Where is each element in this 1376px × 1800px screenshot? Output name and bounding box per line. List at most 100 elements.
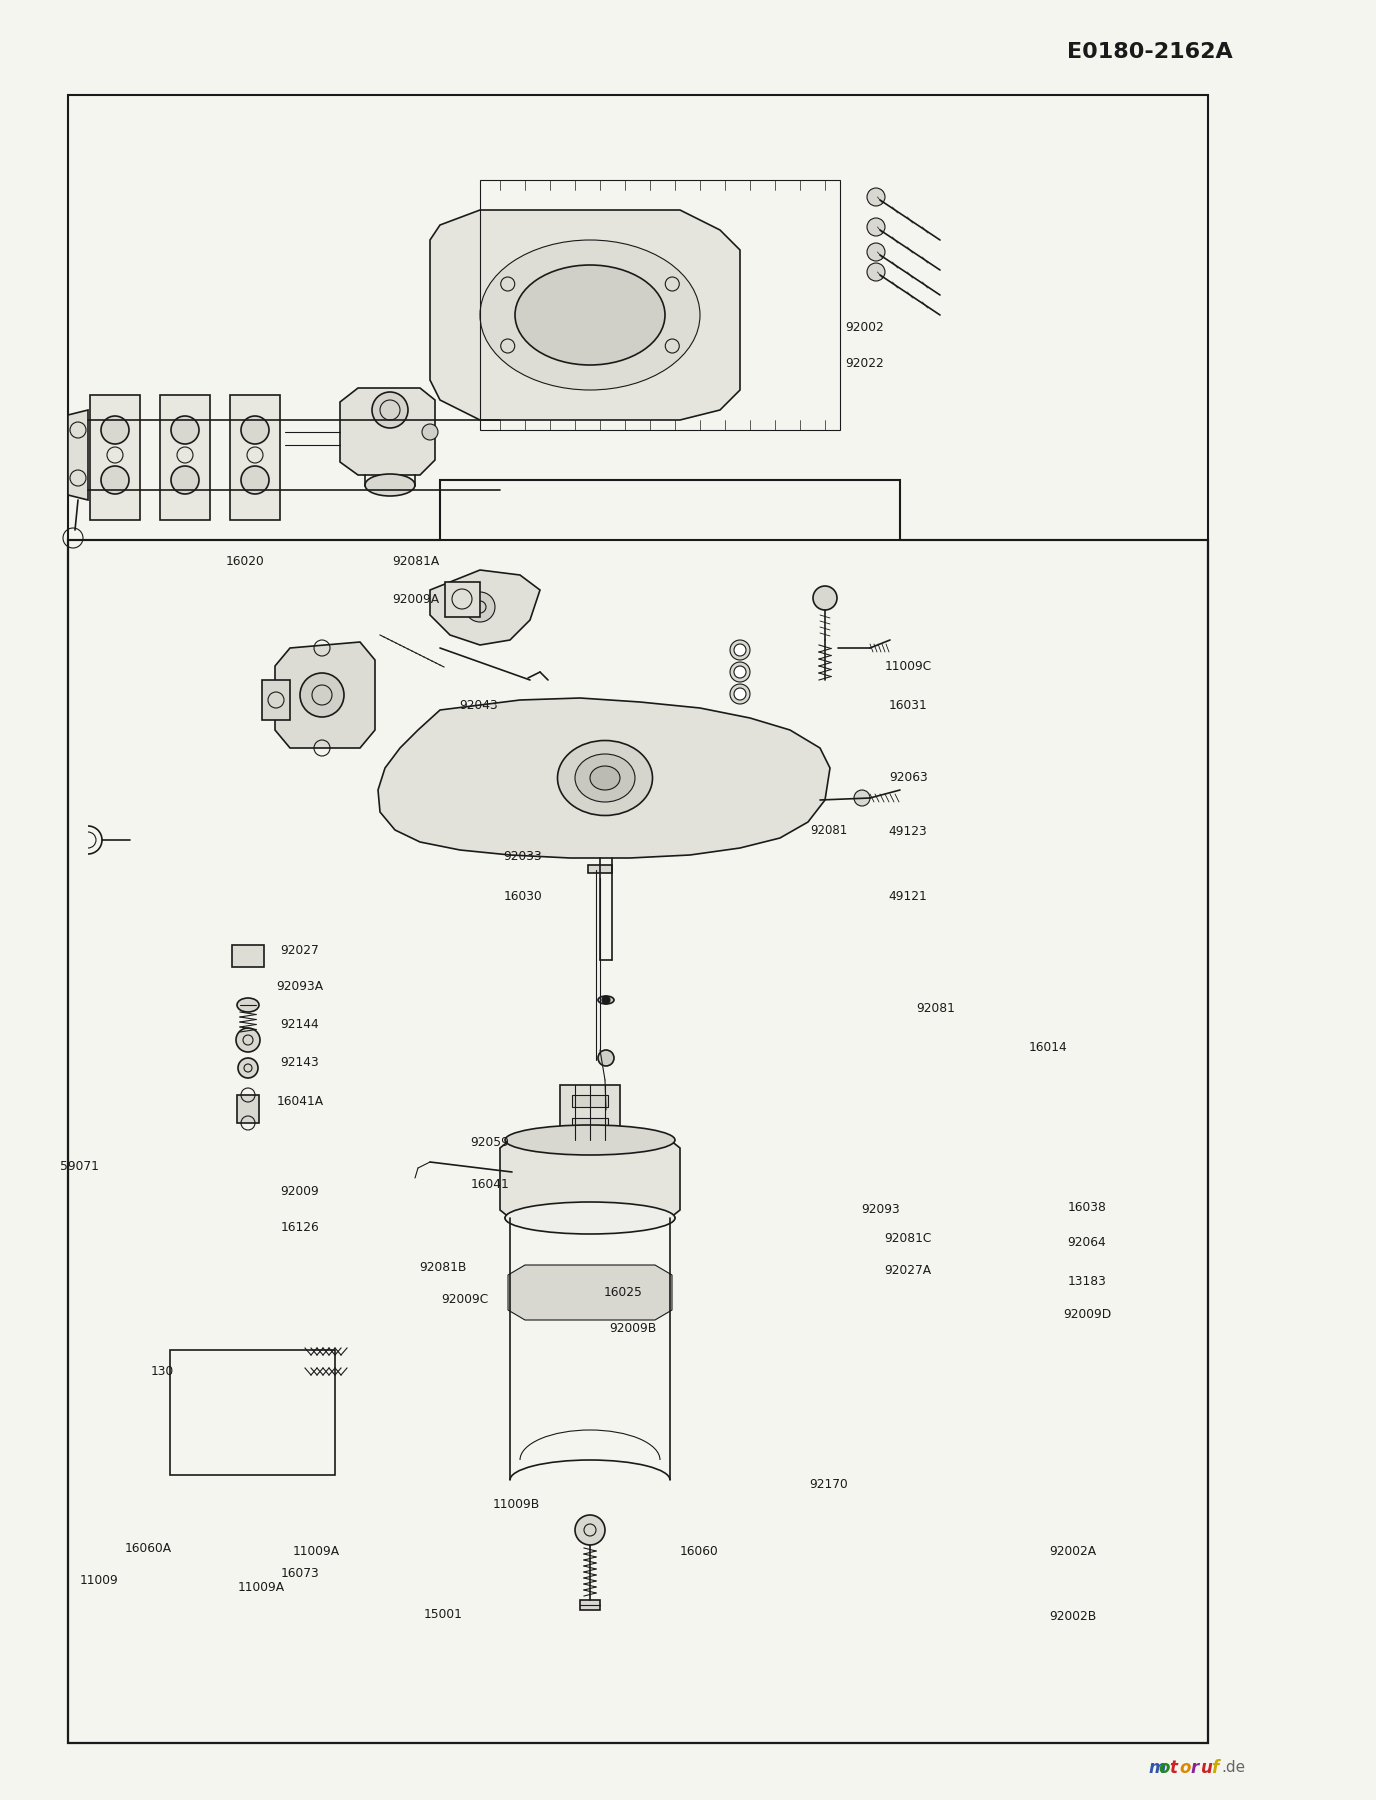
Text: 16025: 16025	[604, 1285, 643, 1300]
Circle shape	[867, 218, 885, 236]
Text: 92009D: 92009D	[1062, 1307, 1112, 1321]
Ellipse shape	[731, 641, 750, 661]
Bar	[233, 945, 264, 967]
Text: 16060A: 16060A	[125, 1541, 172, 1555]
Text: o: o	[1179, 1759, 1190, 1777]
Circle shape	[237, 1028, 260, 1051]
Polygon shape	[160, 394, 211, 520]
Text: 16073: 16073	[281, 1566, 319, 1580]
Circle shape	[100, 416, 129, 445]
Text: 59071: 59071	[61, 1159, 99, 1174]
Text: t: t	[1170, 1759, 1176, 1777]
Text: m: m	[1148, 1759, 1165, 1777]
Polygon shape	[275, 643, 376, 749]
Bar	[237, 1094, 259, 1123]
Circle shape	[171, 466, 200, 493]
Bar	[560, 1085, 621, 1139]
Ellipse shape	[505, 1202, 676, 1235]
Bar	[261, 680, 290, 720]
Text: 49123: 49123	[889, 824, 927, 839]
Text: 16031: 16031	[889, 698, 927, 713]
Circle shape	[300, 673, 344, 716]
Bar	[171, 1350, 334, 1474]
Text: 16041: 16041	[471, 1177, 509, 1192]
Bar	[581, 1600, 600, 1609]
Text: 130: 130	[151, 1364, 173, 1379]
Ellipse shape	[731, 662, 750, 682]
Circle shape	[241, 416, 268, 445]
Polygon shape	[429, 571, 539, 644]
Text: 92063: 92063	[889, 770, 927, 785]
Circle shape	[238, 1058, 259, 1078]
Circle shape	[100, 466, 129, 493]
Text: 92009C: 92009C	[442, 1292, 488, 1307]
Circle shape	[241, 466, 268, 493]
Text: 15001: 15001	[424, 1607, 462, 1622]
Text: 16126: 16126	[281, 1220, 319, 1235]
Ellipse shape	[237, 997, 259, 1012]
Circle shape	[372, 392, 409, 428]
Text: 92009A: 92009A	[392, 592, 439, 607]
Text: 92043: 92043	[460, 698, 498, 713]
Circle shape	[599, 1049, 614, 1066]
Text: E0180-2162A: E0180-2162A	[1068, 41, 1233, 61]
Text: 16020: 16020	[226, 554, 264, 569]
Text: 92033: 92033	[504, 850, 542, 864]
Text: 16038: 16038	[1068, 1201, 1106, 1215]
Bar	[67, 95, 1208, 1742]
Ellipse shape	[599, 995, 614, 1004]
Text: .de: .de	[1222, 1760, 1245, 1775]
Ellipse shape	[575, 754, 634, 803]
Text: 92002: 92002	[845, 320, 883, 335]
Text: 92022: 92022	[845, 356, 883, 371]
Text: 92059: 92059	[471, 1136, 509, 1150]
Circle shape	[422, 425, 438, 439]
Text: 92002A: 92002A	[1050, 1544, 1097, 1559]
Text: 16041A: 16041A	[277, 1094, 323, 1109]
Polygon shape	[429, 211, 740, 419]
Text: 92009: 92009	[281, 1184, 319, 1199]
Text: 92081: 92081	[916, 1001, 955, 1015]
Circle shape	[854, 790, 870, 806]
Text: 49121: 49121	[889, 889, 927, 904]
Bar	[588, 866, 612, 873]
Text: 92081A: 92081A	[392, 554, 439, 569]
Text: 11009: 11009	[80, 1573, 118, 1588]
Text: 92027A: 92027A	[885, 1264, 932, 1278]
Text: 92093A: 92093A	[277, 979, 323, 994]
Circle shape	[813, 587, 837, 610]
Text: 11009B: 11009B	[493, 1498, 539, 1512]
Ellipse shape	[505, 1125, 676, 1156]
Polygon shape	[499, 1139, 680, 1219]
Text: 92143: 92143	[281, 1055, 319, 1069]
Bar	[572, 1118, 608, 1130]
Polygon shape	[378, 698, 830, 859]
Text: 16060: 16060	[680, 1544, 718, 1559]
Ellipse shape	[731, 684, 750, 704]
Text: r: r	[1190, 1759, 1198, 1777]
Circle shape	[733, 666, 746, 679]
Circle shape	[733, 644, 746, 655]
Text: 92093: 92093	[861, 1202, 900, 1217]
Circle shape	[575, 1516, 605, 1544]
Text: 92009B: 92009B	[610, 1321, 656, 1336]
Ellipse shape	[590, 767, 621, 790]
Circle shape	[867, 243, 885, 261]
Text: 11009A: 11009A	[238, 1580, 285, 1595]
Polygon shape	[89, 394, 140, 520]
Ellipse shape	[557, 740, 652, 815]
Polygon shape	[230, 394, 279, 520]
Text: 92064: 92064	[1068, 1235, 1106, 1249]
Text: f: f	[1211, 1759, 1218, 1777]
Polygon shape	[67, 410, 88, 500]
Circle shape	[867, 187, 885, 205]
Bar	[572, 1094, 608, 1107]
Circle shape	[867, 263, 885, 281]
Ellipse shape	[480, 239, 700, 391]
Text: o: o	[1159, 1759, 1170, 1777]
Polygon shape	[508, 1265, 671, 1319]
Circle shape	[733, 688, 746, 700]
Text: 92081B: 92081B	[420, 1260, 466, 1274]
Text: 92170: 92170	[809, 1478, 848, 1492]
Circle shape	[171, 416, 200, 445]
